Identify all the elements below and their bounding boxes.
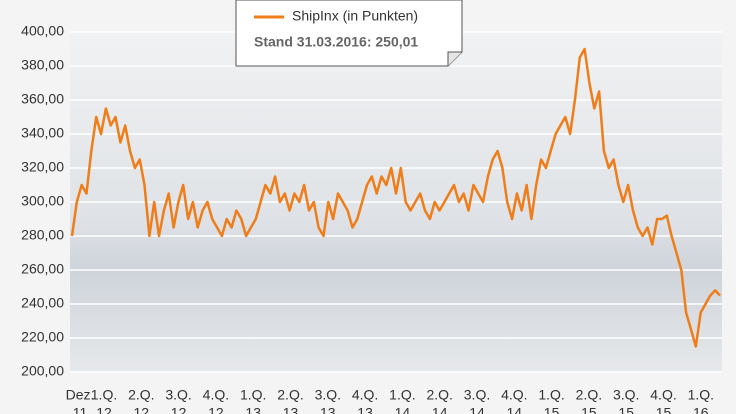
x-tick-label: 4.Q. [352, 387, 378, 403]
x-year-label: 13 [245, 405, 261, 414]
y-tick-label: 340,00 [21, 125, 64, 141]
x-tick-label: 3.Q. [165, 387, 191, 403]
x-tick-label: 2.Q. [277, 387, 303, 403]
y-tick-label: 260,00 [21, 261, 64, 277]
y-tick-label: 280,00 [21, 227, 64, 243]
x-tick-label: Dez. [66, 387, 95, 403]
annotation: Stand 31.03.2016: 250,01 [254, 34, 418, 50]
x-year-label: 14 [395, 405, 411, 414]
y-tick-label: 300,00 [21, 193, 64, 209]
x-year-label: 14 [432, 405, 448, 414]
y-tick-label: 240,00 [21, 295, 64, 311]
x-year-label: 13 [357, 405, 373, 414]
legend: ShipInx (in Punkten) Stand 31.03.2016: 2… [235, 0, 463, 67]
y-tick-label: 320,00 [21, 159, 64, 175]
x-year-label: 13 [283, 405, 299, 414]
x-tick-label: 3.Q. [613, 387, 639, 403]
x-tick-label: 1.Q. [688, 387, 714, 403]
x-year-label: 15 [544, 405, 560, 414]
x-tick-label: 3.Q. [464, 387, 490, 403]
x-tick-label: 2.Q. [426, 387, 452, 403]
x-year-label: 14 [507, 405, 523, 414]
y-tick-label: 220,00 [21, 329, 64, 345]
x-year-label: 12 [96, 405, 112, 414]
x-year-label: 13 [320, 405, 336, 414]
x-year-label: 16 [693, 405, 709, 414]
x-tick-label: 4.Q. [203, 387, 229, 403]
x-tick-label: 1.Q. [240, 387, 266, 403]
x-tick-label: 3.Q. [315, 387, 341, 403]
x-tick-label: 2.Q. [576, 387, 602, 403]
x-tick-label: 1.Q. [538, 387, 564, 403]
x-tick-label: 1.Q. [91, 387, 117, 403]
y-tick-label: 400,00 [21, 23, 64, 39]
y-tick-label: 200,00 [21, 363, 64, 379]
y-tick-label: 360,00 [21, 91, 64, 107]
legend-label: ShipInx (in Punkten) [292, 8, 418, 24]
x-year-label: 12 [171, 405, 187, 414]
x-tick-label: 1.Q. [389, 387, 415, 403]
x-tick-label: 2.Q. [128, 387, 154, 403]
x-year-label: 15 [618, 405, 634, 414]
x-tick-label: 4.Q. [650, 387, 676, 403]
legend-fold [447, 51, 462, 66]
x-year-label: 14 [469, 405, 485, 414]
x-year-label: 15 [656, 405, 672, 414]
x-tick-label: 4.Q. [501, 387, 527, 403]
series-line [70, 47, 721, 348]
x-year-label: 15 [581, 405, 597, 414]
y-tick-label: 380,00 [21, 57, 64, 73]
x-year-label: 12 [134, 405, 150, 414]
x-year-label: 11 [73, 405, 88, 414]
x-year-label: 12 [208, 405, 224, 414]
